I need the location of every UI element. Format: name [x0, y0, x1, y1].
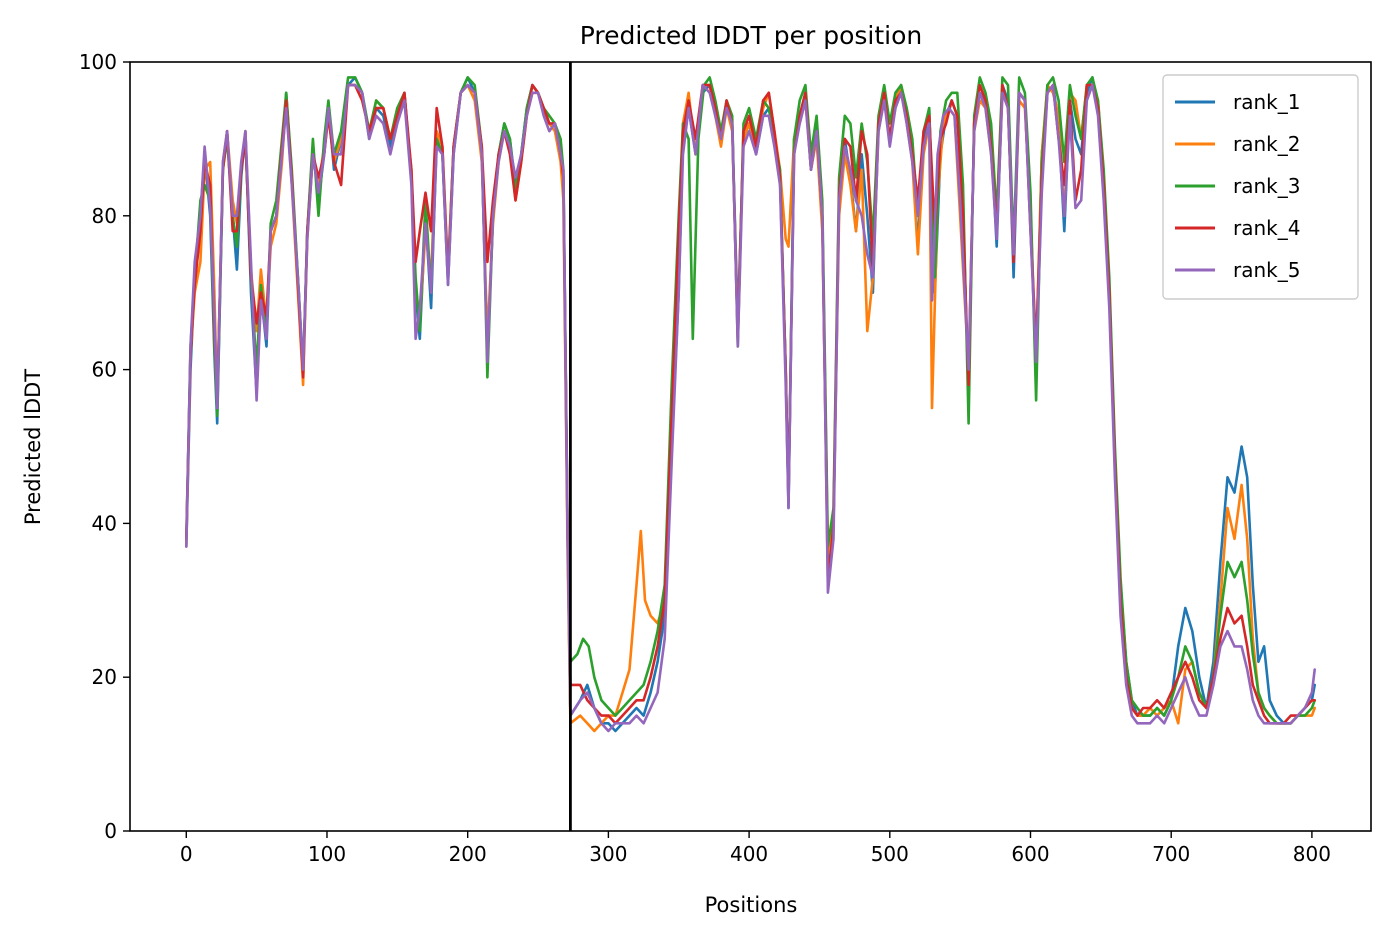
chart-title: Predicted lDDT per position	[580, 21, 922, 50]
y-tick-label: 40	[92, 511, 117, 535]
legend: rank_1 rank_2 rank_3 rank_4 rank_5	[1162, 74, 1359, 300]
x-tick-label: 400	[730, 842, 768, 866]
y-tick-label: 0	[104, 819, 117, 843]
x-tick-label: 0	[180, 842, 193, 866]
x-tick-label: 100	[308, 842, 346, 866]
x-axis-ticks: 0 100 200 300 400 500 600 700 800	[180, 831, 1331, 866]
legend-label-rank-2: rank_2	[1233, 132, 1300, 156]
legend-label-rank-3: rank_3	[1233, 174, 1300, 198]
y-tick-label: 60	[92, 358, 117, 382]
y-tick-label: 100	[79, 50, 117, 74]
x-tick-label: 200	[449, 842, 487, 866]
legend-label-rank-5: rank_5	[1233, 258, 1300, 282]
y-tick-label: 80	[92, 204, 117, 228]
x-tick-label: 800	[1293, 842, 1331, 866]
x-tick-label: 300	[589, 842, 627, 866]
x-tick-label: 500	[871, 842, 909, 866]
plot-frame	[129, 61, 1372, 832]
series-lines	[185, 76, 1316, 733]
legend-box	[1162, 74, 1359, 300]
y-axis-label: Predicted lDDT	[21, 369, 45, 525]
series-line-rank-5	[185, 83, 1316, 733]
legend-label-rank-1: rank_1	[1233, 90, 1300, 114]
x-tick-label: 600	[1011, 842, 1049, 866]
x-axis-label: Positions	[705, 893, 798, 917]
plot-area	[129, 61, 1372, 832]
x-tick-label: 700	[1152, 842, 1190, 866]
y-axis-ticks: 0 20 40 60 80 100	[79, 50, 130, 843]
y-tick-label: 20	[92, 665, 117, 689]
legend-label-rank-4: rank_4	[1233, 216, 1300, 240]
